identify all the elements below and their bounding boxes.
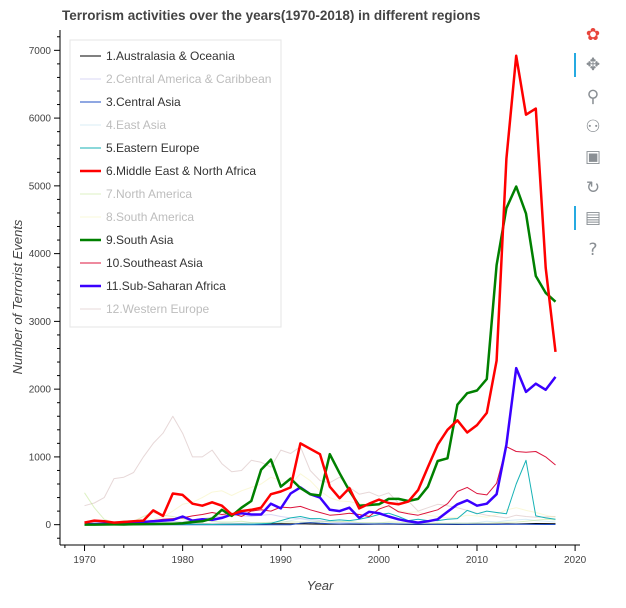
legend-label: 2.Central America & Caribbean <box>106 72 271 86</box>
x-tick-label: 2020 <box>564 555 587 566</box>
series-lines <box>84 54 557 526</box>
wheel-zoom-icon[interactable]: ⚇ <box>585 117 601 137</box>
x-tick-label: 1980 <box>172 555 195 566</box>
bokeh-logo-icon: ✿ <box>585 25 601 45</box>
y-tick-label: 0 <box>45 520 51 531</box>
axes: 0 1000 2000 3000 4000 5000 6000 7000 1970 1980 199… <box>29 30 587 566</box>
series-line-9 <box>84 185 557 526</box>
save-icon[interactable]: ▣ <box>584 147 602 167</box>
chart-title: Terrorism activities over the years(1970… <box>62 8 480 23</box>
legend-label: 7.North America <box>106 187 192 201</box>
series-line-11 <box>84 366 557 526</box>
series-line-12 <box>84 415 556 519</box>
legend-box <box>69 39 282 328</box>
y-tick-label: 3000 <box>29 317 52 328</box>
reset-icon[interactable]: ↻ <box>585 178 601 198</box>
legend-label: 10.Southeast Asia <box>106 256 203 270</box>
y-tick-label: 1000 <box>29 452 52 463</box>
legend-item[interactable]: 10.Southeast Asia <box>80 256 203 270</box>
legend-item[interactable]: 12.Western Europe <box>80 302 209 316</box>
series-line-10 <box>84 446 556 525</box>
legend-item[interactable]: 4.East Asia <box>80 118 166 132</box>
legend-label: 4.East Asia <box>106 118 166 132</box>
legend-item[interactable]: 8.South America <box>80 210 194 224</box>
y-tick-label: 4000 <box>29 249 52 260</box>
legend-item[interactable]: 3.Central Asia <box>80 95 181 109</box>
legend-label: 9.South Asia <box>106 233 174 247</box>
legend-item[interactable]: 11.Sub-Saharan Africa <box>80 279 226 293</box>
legend-label: 1.Australasia & Oceania <box>106 49 235 63</box>
legend-item[interactable]: 5.Eastern Europe <box>80 141 200 155</box>
legend-label: 12.Western Europe <box>106 302 209 316</box>
legend-label: 6.Middle East & North Africa <box>106 164 256 178</box>
legend-label: 8.South America <box>106 210 194 224</box>
legend-item[interactable]: 7.North America <box>80 187 192 201</box>
y-tick-label: 5000 <box>29 181 52 192</box>
legend[interactable]: 1.Australasia & Oceania 2.Central America… <box>69 39 282 328</box>
y-axis-label: Number of Terrorist Events <box>10 219 25 374</box>
y-tick-label: 7000 <box>29 46 52 57</box>
y-tick-label: 2000 <box>29 385 52 396</box>
y-tick-label: 6000 <box>29 114 52 125</box>
hover-icon[interactable]: ▤ <box>574 205 608 231</box>
legend-label: 11.Sub-Saharan Africa <box>106 279 226 293</box>
x-tick-label: 1970 <box>73 555 96 566</box>
x-tick-label: 2010 <box>466 555 489 566</box>
legend-item[interactable]: 9.South Asia <box>80 233 174 247</box>
series-line-6 <box>84 54 557 524</box>
legend-item[interactable]: 6.Middle East & North Africa <box>80 164 256 178</box>
legend-item[interactable]: 1.Australasia & Oceania <box>80 49 235 63</box>
legend-item[interactable]: 2.Central America & Caribbean <box>80 72 271 86</box>
x-axis-label: Year <box>307 578 334 593</box>
pan-icon[interactable]: ✥ <box>574 52 608 78</box>
legend-label: 3.Central Asia <box>106 95 181 109</box>
x-tick-label: 2000 <box>368 555 391 566</box>
legend-label: 5.Eastern Europe <box>106 141 200 155</box>
help-icon[interactable]: ? <box>588 240 598 260</box>
x-tick-label: 1990 <box>270 555 293 566</box>
box-zoom-icon[interactable]: ⚲ <box>586 87 600 107</box>
